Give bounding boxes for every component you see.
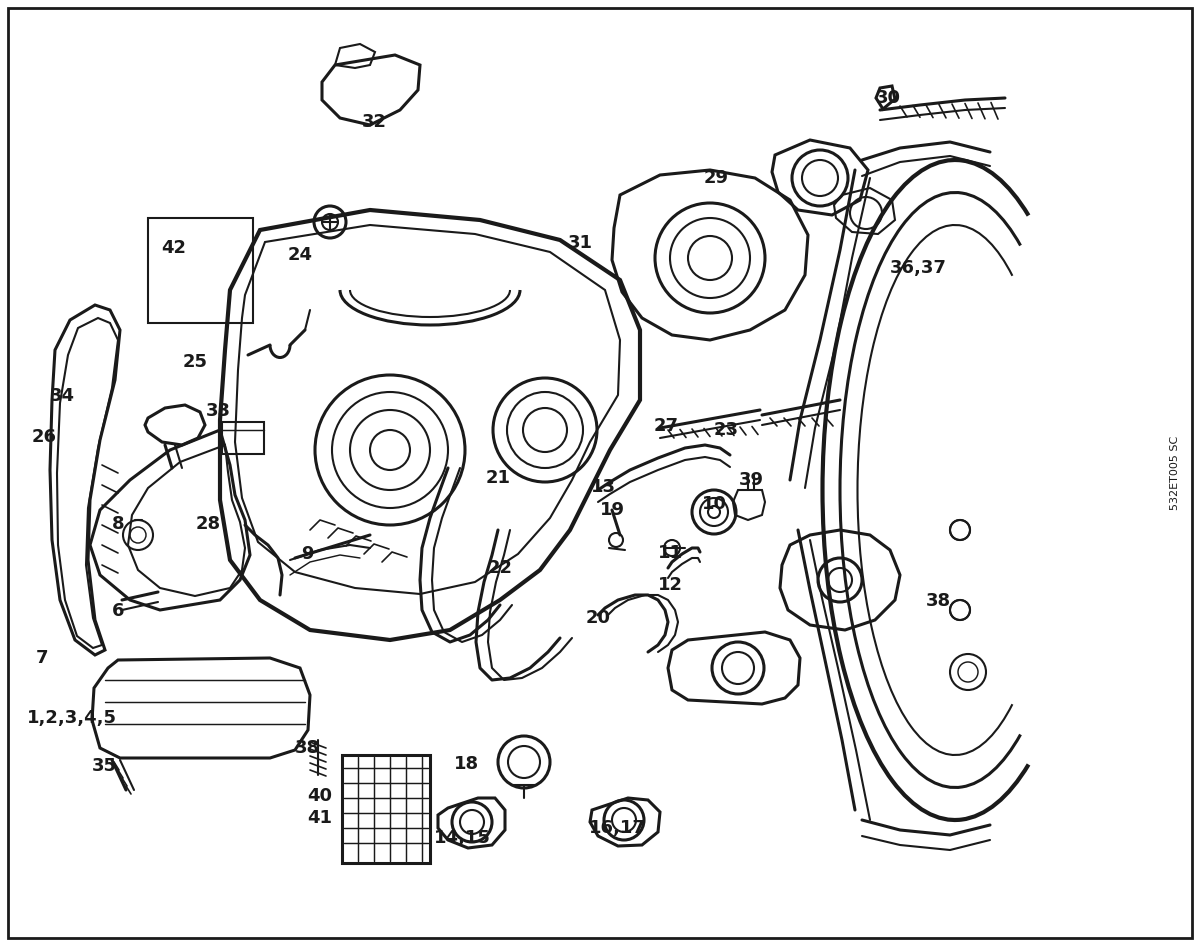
Bar <box>342 755 430 863</box>
Text: 28: 28 <box>196 515 221 533</box>
Text: 26: 26 <box>31 428 56 446</box>
Text: 32: 32 <box>361 113 386 131</box>
Text: 29: 29 <box>703 169 728 187</box>
Bar <box>148 218 253 323</box>
Text: 6: 6 <box>112 602 125 620</box>
Text: 38: 38 <box>294 739 319 757</box>
Text: 10: 10 <box>702 495 726 513</box>
Text: 25: 25 <box>182 353 208 371</box>
Text: 34: 34 <box>49 387 74 405</box>
Text: 21: 21 <box>486 469 510 487</box>
Text: 30: 30 <box>876 89 900 107</box>
Bar <box>222 422 264 454</box>
Text: 19: 19 <box>600 501 624 519</box>
Text: 22: 22 <box>487 559 512 577</box>
Text: 40: 40 <box>307 787 332 805</box>
Text: 39: 39 <box>738 471 763 489</box>
Text: 33: 33 <box>205 402 230 420</box>
Text: 27: 27 <box>654 417 678 435</box>
Text: 14,15: 14,15 <box>433 829 491 847</box>
Text: 7: 7 <box>36 649 48 667</box>
Text: 24: 24 <box>288 246 312 264</box>
Text: 9: 9 <box>301 545 313 563</box>
Text: 42: 42 <box>162 239 186 257</box>
Text: 12: 12 <box>658 576 683 594</box>
Text: 13: 13 <box>590 478 616 496</box>
Text: 31: 31 <box>568 234 593 252</box>
Text: 8: 8 <box>112 515 125 533</box>
Text: 532ET005 SC: 532ET005 SC <box>1170 436 1180 510</box>
Text: 11: 11 <box>658 544 683 562</box>
Text: 16,17: 16,17 <box>588 819 646 837</box>
Text: 1,2,3,4,5: 1,2,3,4,5 <box>28 709 118 727</box>
Text: 41: 41 <box>307 809 332 827</box>
Text: 23: 23 <box>714 421 738 439</box>
Text: 18: 18 <box>455 755 480 773</box>
Text: 20: 20 <box>586 609 611 627</box>
Text: 36,37: 36,37 <box>889 259 947 277</box>
Text: 38: 38 <box>925 592 950 610</box>
Text: 35: 35 <box>91 757 116 775</box>
